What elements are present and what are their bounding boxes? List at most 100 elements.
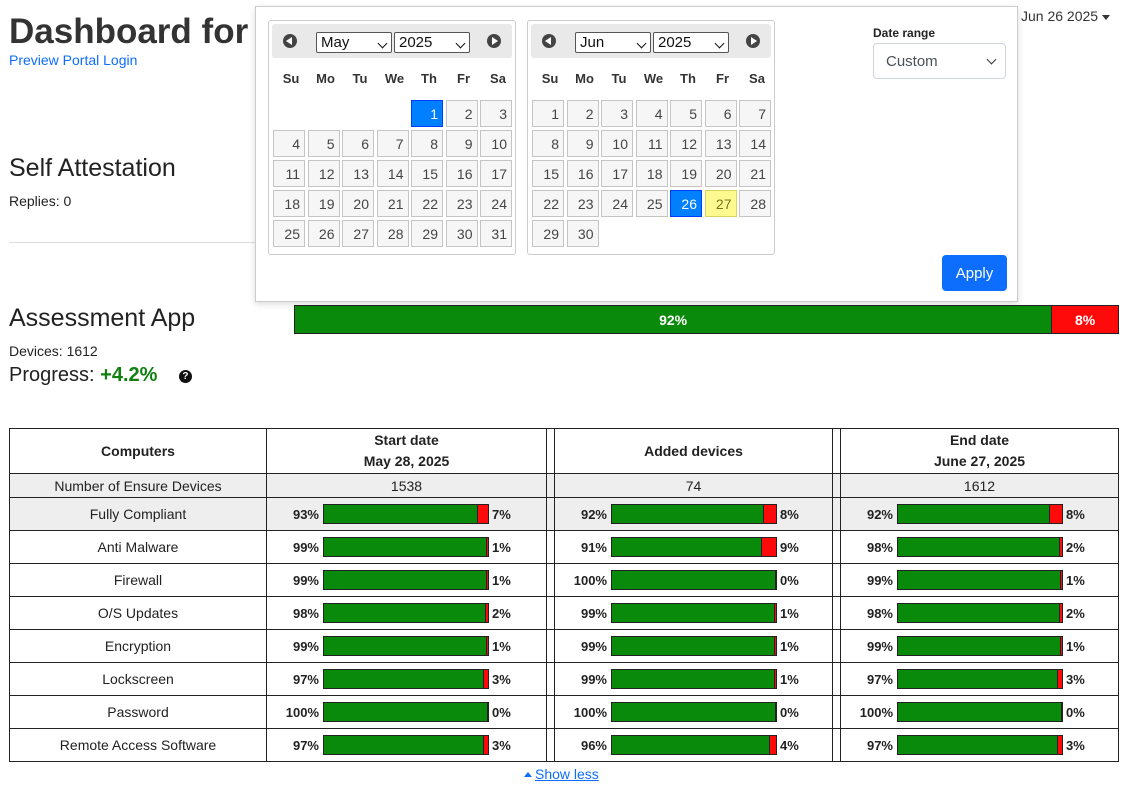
calendar-right-day[interactable]: 6 [704,100,737,127]
calendar-left-day[interactable]: 12 [307,160,340,187]
calendar-right-day[interactable]: 27 [704,190,737,217]
calendar-left-day[interactable]: 19 [307,190,340,217]
calendar-left-day[interactable]: 13 [342,160,374,187]
calendar-left-day[interactable]: 4 [273,130,305,157]
noncompliant-segment [775,703,776,721]
column-gap [832,662,841,696]
calendar-left-day[interactable]: 1 [411,100,443,127]
calendar-right-day[interactable]: 8 [532,130,564,157]
compliant-percent: 92% [866,506,893,522]
year-select-right[interactable]: 2025 [653,32,729,53]
calendar-right-day[interactable]: 22 [532,190,564,217]
calendar-left-day[interactable]: 28 [376,220,409,247]
calendar-right-day[interactable]: 19 [670,160,702,187]
calendar-left-day[interactable]: 11 [273,160,305,187]
devices-count: Devices: 1612 [9,343,98,359]
calendar-left-day[interactable]: 29 [411,220,443,247]
calendar-left-day[interactable]: 17 [480,160,512,187]
calendar-right-day[interactable]: 5 [670,100,702,127]
calendar-left-day[interactable]: 22 [411,190,443,217]
compliance-mini-bar [611,537,777,557]
calendar-right-day[interactable]: 15 [532,160,564,187]
next-month-icon[interactable] [487,34,501,48]
end-cell-bar-wrap: 99% 1% [841,630,1118,662]
header-end-date: End date June 27, 2025 [840,428,1119,474]
calendar-left-day[interactable]: 3 [480,100,512,127]
calendar-right-header: Jun 2025 [531,24,771,58]
end-date-value: June 27, 2025 [933,453,1026,469]
calendar-right-day[interactable]: 16 [566,160,599,187]
weekday-label: Th [421,71,437,86]
progress-line: Progress: +4.2% ? [9,364,192,387]
compliance-mini-bar [323,735,489,755]
calendar-right-day[interactable]: 21 [739,160,771,187]
calendar-right-day[interactable]: 25 [635,190,668,217]
calendar-right-day[interactable]: 14 [739,130,771,157]
calendar-left-day[interactable]: 20 [342,190,374,217]
calendar-left-day[interactable]: 8 [411,130,443,157]
calendar-right-day[interactable]: 20 [704,160,737,187]
date-range-dropdown[interactable]: Jun 26 2025 [1021,8,1111,24]
calendar-left-day[interactable]: 15 [411,160,443,187]
calendar-left-day[interactable]: 23 [445,190,478,217]
section-divider [9,242,259,243]
calendar-right-day[interactable]: 29 [532,220,564,247]
calendar-left-day[interactable]: 31 [480,220,512,247]
weekday-label: Fr [457,71,470,86]
prev-month-icon[interactable] [542,34,556,48]
calendar-left-day[interactable]: 30 [445,220,478,247]
calendar-left-day[interactable]: 16 [445,160,478,187]
calendar-right-day[interactable]: 7 [739,100,771,127]
compliance-mini-bar [897,735,1063,755]
calendar-left-day[interactable]: 24 [480,190,512,217]
added-cell: 99% 1% [554,662,833,696]
column-gap [832,563,841,597]
show-less-label: Show less [535,766,599,782]
calendar-right-day[interactable]: 13 [704,130,737,157]
show-less-link[interactable]: Show less [524,766,599,782]
calendar-left-day[interactable]: 9 [445,130,478,157]
calendar-left-day[interactable]: 27 [342,220,374,247]
date-range-select[interactable]: Custom [873,43,1006,79]
calendar-right-day[interactable]: 10 [601,130,633,157]
calendar-right-day[interactable]: 9 [566,130,599,157]
calendar-right-day[interactable]: 30 [566,220,599,247]
end-cell: 100% 0% [840,695,1119,729]
calendar-left-day[interactable]: 21 [376,190,409,217]
compliant-segment [324,736,484,754]
column-gap [546,728,555,762]
calendar-right-day[interactable]: 12 [670,130,702,157]
preview-portal-login-link[interactable]: Preview Portal Login [9,52,138,68]
calendar-right-day[interactable]: 2 [566,100,599,127]
calendar-left-day[interactable]: 18 [273,190,305,217]
calendar-left-day[interactable]: 25 [273,220,305,247]
prev-month-icon[interactable] [283,34,297,48]
calendar-left-day[interactable]: 7 [376,130,409,157]
calendar-right-day[interactable]: 26 [670,190,702,217]
calendar-right-day[interactable]: 18 [635,160,668,187]
calendar-left-day[interactable]: 2 [445,100,478,127]
calendar-right-day[interactable]: 24 [601,190,633,217]
calendar-left-day[interactable]: 26 [307,220,340,247]
calendar-right-day[interactable]: 28 [739,190,771,217]
next-month-icon[interactable] [746,34,760,48]
apply-button[interactable]: Apply [942,255,1007,291]
calendar-right-day[interactable]: 23 [566,190,599,217]
month-select-right[interactable]: Jun [575,32,651,53]
question-circle-icon[interactable]: ? [178,370,192,383]
year-select-left[interactable]: 2025 [394,32,470,53]
calendar-left-day[interactable]: 14 [376,160,409,187]
noncompliant-percent: 0% [780,704,799,720]
calendar-right-day[interactable]: 3 [601,100,633,127]
calendar-left-day[interactable]: 6 [342,130,374,157]
calendar-right-day[interactable]: 4 [635,100,668,127]
month-select-left[interactable]: May [316,32,392,53]
added-cell-bar-wrap: 91% 9% [555,531,832,563]
compliance-table: Computers Start date May 28, 2025 Added d… [9,428,1119,762]
calendar-right-day[interactable]: 11 [635,130,668,157]
calendar-left-day[interactable]: 5 [307,130,340,157]
noncompliant-percent: 1% [1066,572,1085,588]
calendar-right-day[interactable]: 1 [532,100,564,127]
calendar-left-day[interactable]: 10 [480,130,512,157]
calendar-right-day[interactable]: 17 [601,160,633,187]
